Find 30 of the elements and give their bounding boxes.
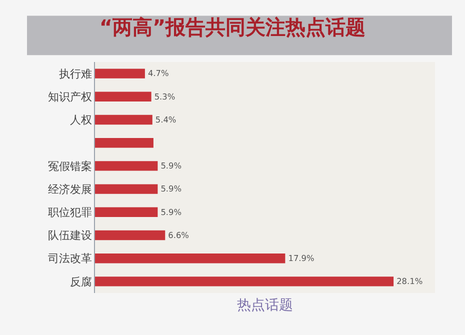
- data-label: 5.4%: [155, 114, 176, 124]
- bar: [95, 184, 158, 194]
- y-tick-label: 司法改革: [48, 252, 92, 266]
- y-tick-label: 反腐: [70, 275, 92, 288]
- y-tick-label: 职位犯罪: [48, 206, 92, 219]
- y-tick-label: 人权: [70, 114, 92, 127]
- bar: [95, 207, 158, 217]
- data-label: 28.1%: [396, 276, 423, 286]
- data-label: 5.9%: [160, 206, 182, 217]
- chart-title: “两高”报告共同关注热点话题: [99, 15, 366, 40]
- data-label: 17.9%: [288, 252, 314, 263]
- bar: [95, 138, 154, 148]
- data-label: 6.6%: [168, 230, 190, 240]
- data-label: 5.9%: [160, 184, 182, 194]
- x-axis-title: 热点话题: [237, 297, 293, 314]
- y-tick-label: 知识产权: [48, 90, 92, 104]
- bar: [95, 68, 145, 78]
- bar: [95, 92, 152, 102]
- y-tick-label: 冤假错案: [48, 160, 92, 173]
- bar: [95, 230, 166, 240]
- data-label: 5.3%: [154, 91, 176, 102]
- y-tick-label: 执行难: [58, 67, 92, 80]
- data-label: 5.9%: [160, 160, 182, 171]
- y-tick-label: 经济发展: [48, 182, 92, 196]
- bar: [95, 114, 152, 125]
- data-label: 4.7%: [148, 68, 169, 78]
- bar: [95, 254, 286, 264]
- y-tick-label: 队伍建设: [48, 229, 92, 242]
- bar: [95, 161, 158, 171]
- bar: [95, 276, 394, 286]
